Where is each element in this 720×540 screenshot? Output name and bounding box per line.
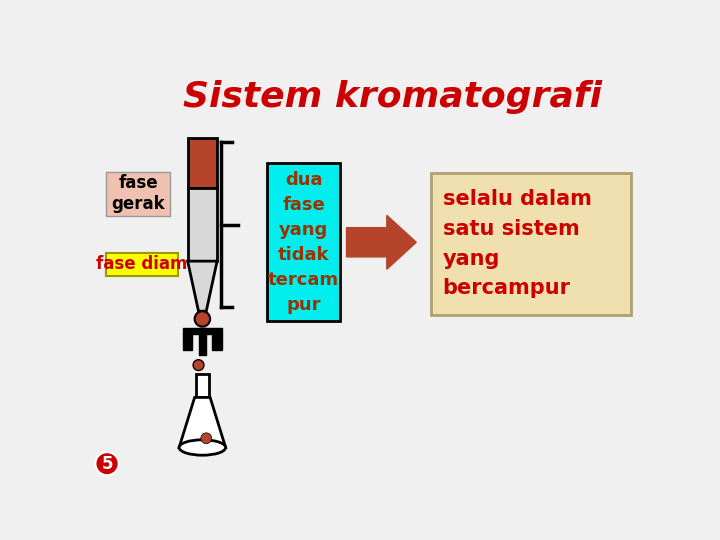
Bar	[199, 328, 206, 355]
Bar	[183, 334, 192, 350]
Text: Sistem kromatografi: Sistem kromatografi	[183, 80, 602, 114]
Circle shape	[194, 311, 210, 327]
Ellipse shape	[179, 440, 225, 455]
Text: selalu dalam
satu sistem
yang
bercampur: selalu dalam satu sistem yang bercampur	[443, 190, 592, 298]
Bar	[196, 374, 209, 397]
Polygon shape	[188, 261, 217, 311]
Bar	[266, 164, 341, 321]
FancyArrow shape	[346, 215, 416, 269]
Bar	[188, 138, 217, 188]
Bar	[188, 188, 217, 261]
Bar	[212, 334, 222, 350]
FancyBboxPatch shape	[107, 253, 178, 276]
Circle shape	[201, 433, 212, 444]
Text: fase
gerak: fase gerak	[111, 174, 165, 213]
FancyBboxPatch shape	[107, 172, 170, 215]
Text: fase diam: fase diam	[96, 255, 188, 273]
Circle shape	[193, 360, 204, 370]
Bar	[183, 328, 222, 334]
Circle shape	[96, 452, 119, 475]
Polygon shape	[179, 397, 225, 448]
Text: 5: 5	[102, 455, 113, 472]
Bar	[431, 173, 631, 315]
Text: dua
fase
yang
tidak
tercam
pur: dua fase yang tidak tercam pur	[268, 171, 339, 314]
